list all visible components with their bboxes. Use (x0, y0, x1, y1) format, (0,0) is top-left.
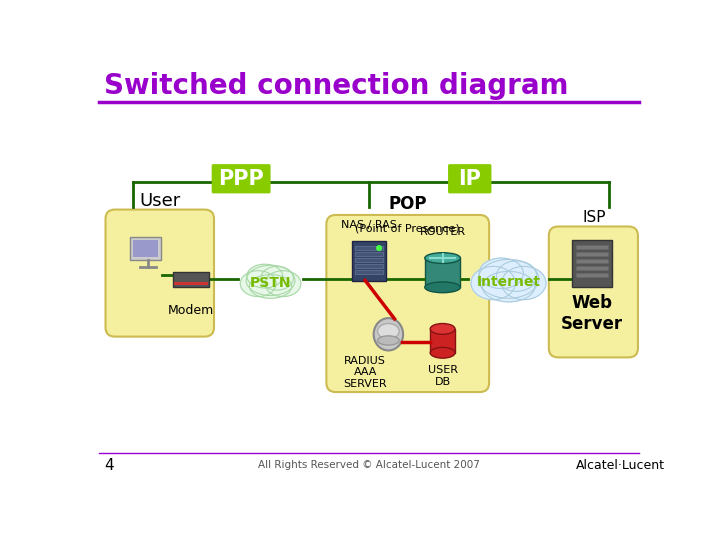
FancyBboxPatch shape (355, 246, 383, 249)
FancyBboxPatch shape (355, 258, 383, 262)
Ellipse shape (425, 282, 461, 293)
FancyBboxPatch shape (576, 266, 608, 269)
Ellipse shape (240, 271, 276, 296)
FancyBboxPatch shape (355, 271, 383, 274)
Text: User: User (139, 192, 181, 210)
Ellipse shape (377, 336, 399, 345)
FancyBboxPatch shape (576, 245, 608, 249)
FancyBboxPatch shape (326, 215, 489, 392)
FancyBboxPatch shape (425, 258, 461, 287)
FancyBboxPatch shape (572, 240, 612, 287)
FancyBboxPatch shape (576, 252, 608, 256)
Ellipse shape (496, 261, 536, 292)
Ellipse shape (479, 258, 523, 288)
Ellipse shape (502, 266, 546, 300)
Ellipse shape (431, 323, 455, 334)
FancyBboxPatch shape (576, 259, 608, 262)
Ellipse shape (261, 266, 293, 290)
Ellipse shape (431, 347, 455, 358)
Text: Switched connection diagram: Switched connection diagram (104, 72, 569, 100)
FancyBboxPatch shape (133, 240, 158, 257)
Ellipse shape (265, 271, 301, 296)
Ellipse shape (425, 253, 461, 264)
FancyBboxPatch shape (355, 264, 383, 268)
Text: (Point of Presence): (Point of Presence) (356, 224, 460, 233)
Text: POP: POP (389, 195, 427, 213)
Ellipse shape (247, 264, 283, 288)
FancyBboxPatch shape (173, 272, 209, 287)
Ellipse shape (482, 272, 535, 302)
Ellipse shape (377, 323, 399, 339)
Text: Modem: Modem (168, 303, 214, 316)
Text: IP: IP (459, 169, 481, 189)
Ellipse shape (471, 266, 516, 300)
FancyBboxPatch shape (174, 282, 208, 285)
FancyBboxPatch shape (431, 329, 455, 353)
FancyBboxPatch shape (352, 241, 386, 281)
Text: USER
DB: USER DB (428, 365, 458, 387)
Text: ROUTER: ROUTER (420, 226, 466, 237)
Text: 4: 4 (104, 458, 114, 472)
FancyBboxPatch shape (448, 164, 492, 193)
Text: Alcatel·Lucent: Alcatel·Lucent (577, 458, 665, 472)
Ellipse shape (374, 318, 403, 350)
FancyBboxPatch shape (549, 226, 638, 357)
Text: Internet: Internet (477, 275, 541, 289)
FancyBboxPatch shape (130, 237, 161, 260)
Text: ISP: ISP (582, 210, 606, 225)
FancyBboxPatch shape (355, 252, 383, 256)
Ellipse shape (246, 265, 295, 295)
FancyBboxPatch shape (106, 210, 214, 336)
FancyBboxPatch shape (212, 164, 271, 193)
Ellipse shape (249, 274, 292, 298)
Text: PSTN: PSTN (250, 276, 292, 291)
Ellipse shape (478, 259, 539, 298)
Text: Web
Server: Web Server (561, 294, 624, 333)
Text: PPP: PPP (218, 169, 264, 189)
Text: All Rights Reserved © Alcatel-Lucent 2007: All Rights Reserved © Alcatel-Lucent 200… (258, 460, 480, 470)
FancyBboxPatch shape (576, 273, 608, 276)
Text: NAS / RAS: NAS / RAS (341, 220, 397, 231)
Circle shape (377, 246, 382, 251)
Text: RADIUS
AAA
SERVER: RADIUS AAA SERVER (343, 356, 387, 389)
